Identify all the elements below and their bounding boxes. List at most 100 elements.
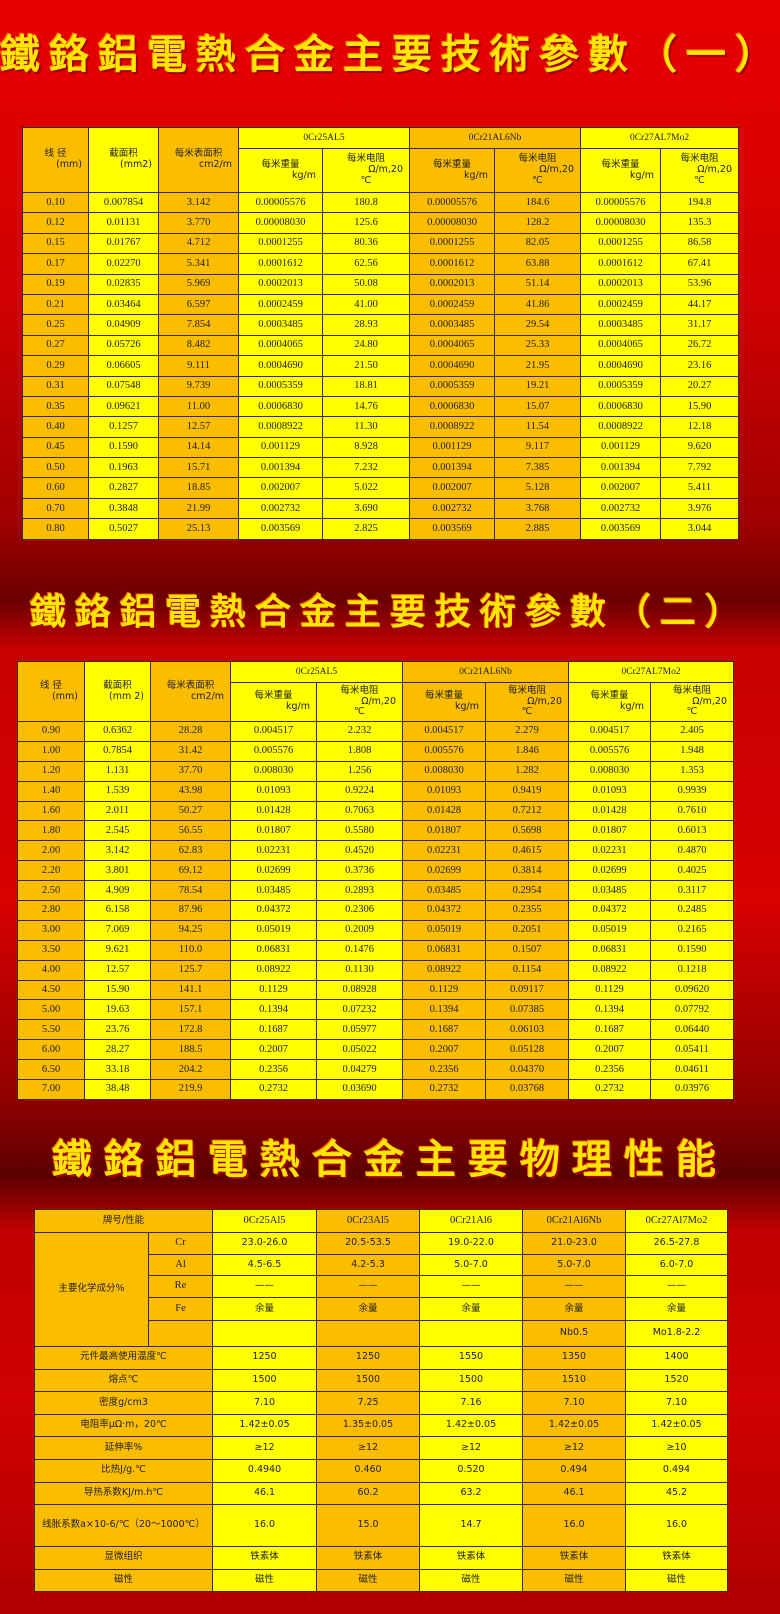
property-value: 1250 (316, 1346, 421, 1370)
table-row: 5.00 19.63 157.1 0.1394 0.07232 0.1394 0.07385… (17, 999, 735, 1021)
title-physical: 鐵鉻鋁電熱合金主要物理性能 (52, 1136, 728, 1183)
composition-value: 19.0-22.0 (419, 1232, 524, 1255)
table-row: 1.60 2.011 50.27 0.01428 0.7063 0.01428 0.7212… (17, 800, 735, 822)
table-cell: 0.2732 (568, 1079, 652, 1100)
table-cell: 8.928 (321, 436, 411, 459)
table-cell: 0.2356 (402, 1059, 487, 1081)
composition-value: —— (419, 1275, 524, 1298)
table-cell: 0.09621 (88, 395, 159, 418)
table-cell: 0.01807 (402, 820, 487, 842)
property-value: 铁素体 (522, 1546, 627, 1570)
property-value: 1350 (522, 1346, 627, 1370)
table-cell: 0.06831 (402, 939, 487, 961)
table-cell: 0.0001255 (238, 232, 323, 255)
table-cell: 0.27 (22, 334, 89, 357)
header-text: 每米重量 (590, 690, 629, 702)
table-cell: 7.854 (158, 314, 239, 336)
alloy-name: 0Cr27AL7Mo2 (629, 132, 690, 143)
table-cell: 19.21 (494, 375, 582, 397)
table-cell: 0.0004690 (238, 355, 323, 377)
property-value: 铁素体 (625, 1546, 729, 1570)
table-cell: 18.85 (158, 477, 239, 499)
table-cell: 0.0006830 (409, 395, 496, 418)
property-value: 磁性 (419, 1568, 524, 1593)
header-resistance: 每米电阻 Ω/m,20 ℃ (315, 682, 404, 722)
header-resistance: 每米电阻 Ω/m,20 ℃ (494, 148, 582, 193)
table-cell: 0.7212 (485, 800, 570, 822)
table-cell: 1.353 (650, 760, 735, 782)
header-weight: 每米重量 kg/m (580, 148, 662, 193)
table-cell: 0.05726 (88, 334, 159, 357)
header-text: 每米重量 (433, 158, 472, 170)
header-weight: 每米重量 kg/m (402, 682, 487, 722)
header-text: Ω/m,20 (697, 164, 733, 176)
alloy-name: 0Cr27AL7Mo2 (621, 666, 681, 677)
table-cell: 0.3117 (650, 880, 735, 902)
table-row: 2.20 3.801 69.12 0.02699 0.3736 0.02699 0.3814… (17, 860, 735, 882)
table-cell: 0.6362 (84, 721, 151, 742)
header-text: (mm) (52, 690, 78, 702)
property-value: 15.0 (316, 1504, 421, 1548)
property-value: 0.4940 (212, 1458, 318, 1483)
composition-value: 26.5-27.8 (625, 1232, 729, 1255)
table-cell: 0.90 (17, 721, 85, 742)
table-cell: 5.411 (660, 477, 740, 499)
property-label: 显微组织 (33, 1546, 214, 1570)
header-text: kg/m (292, 169, 316, 181)
header-resistance: 每米电阻 Ω/m,20 ℃ (485, 682, 570, 722)
property-value: 7.10 (212, 1391, 318, 1415)
property-row: 电阻率μΩ·m，20℃ 1.42±0.05 1.35±0.05 1.42±0.05 1.… (33, 1413, 729, 1438)
table-cell: 0.005576 (230, 740, 317, 762)
table-cell: 0.10 (22, 191, 89, 214)
table-cell: 0.35 (22, 395, 89, 418)
table-cell: 0.01428 (230, 800, 317, 822)
table-cell: 0.008030 (402, 760, 487, 782)
table-cell: 0.9224 (315, 780, 404, 802)
table-cell: 0.31 (22, 375, 89, 397)
property-value: 7.10 (625, 1391, 729, 1415)
table-cell: 0.2009 (315, 919, 404, 941)
table-cell: 1.20 (17, 760, 85, 782)
table-cell: 15.90 (660, 395, 740, 418)
table-cell: 7.00 (17, 1079, 85, 1100)
table-cell: 0.29 (22, 355, 89, 377)
table-cell: 219.9 (150, 1079, 231, 1100)
table-cell: 15.71 (158, 457, 239, 479)
table-cell: 0.1687 (402, 1019, 487, 1041)
composition-value: —— (625, 1275, 729, 1298)
table-cell: 5.00 (17, 999, 85, 1021)
property-value: 磁性 (316, 1568, 421, 1593)
table-cell: 0.001394 (409, 457, 496, 479)
table-cell: 6.00 (17, 1039, 85, 1061)
property-row: 熔点℃ 1500 1500 1500 1510 1520 (33, 1368, 729, 1393)
table-cell: 8.482 (158, 334, 239, 357)
property-value: 1520 (625, 1368, 729, 1393)
table-cell: 0.02270 (88, 253, 159, 275)
header-text: ℃ (686, 706, 698, 718)
table-cell: 0.2356 (568, 1059, 652, 1081)
table-cell: 1.282 (485, 760, 570, 782)
table-cell: 0.1394 (402, 999, 487, 1021)
composition-value: 4.2-5.3 (316, 1254, 421, 1276)
table-cell: 33.18 (84, 1059, 151, 1081)
table-cell: 5.022 (321, 477, 411, 499)
table-row: 2.80 6.158 87.96 0.04372 0.2306 0.04372 0.2355… (17, 900, 735, 921)
table-cell: 110.0 (150, 939, 231, 961)
table-cell: 28.27 (84, 1039, 151, 1061)
table-cell: 0.0008922 (238, 416, 323, 438)
composition-value: 21.0-23.0 (522, 1232, 627, 1255)
table-cell: 9.620 (660, 436, 740, 459)
header-diameter: 线 径 (mm) (22, 127, 89, 193)
header-text: 每米表面积 (174, 148, 223, 160)
title-spec-1: 鐵鉻鋁電熱合金主要技術參數（一） (0, 31, 780, 78)
table-cell: 0.04372 (230, 900, 317, 921)
header-text: cm2/m (191, 690, 224, 702)
header-text: ℃ (521, 706, 533, 718)
header-weight: 每米重量 kg/m (568, 682, 652, 722)
table-cell: 21.95 (494, 355, 582, 377)
property-value: 63.2 (419, 1481, 524, 1506)
table-cell: 0.6013 (650, 820, 735, 842)
property-label: 线胀系数a×10-6/℃（20～1000℃） (33, 1504, 214, 1548)
table-cell: 0.008030 (230, 760, 317, 782)
header-row: 牌号/性能 0Cr25Al5 0Cr23Al5 0Cr21Al6 0Cr21Al6Nb 0… (33, 1209, 729, 1233)
